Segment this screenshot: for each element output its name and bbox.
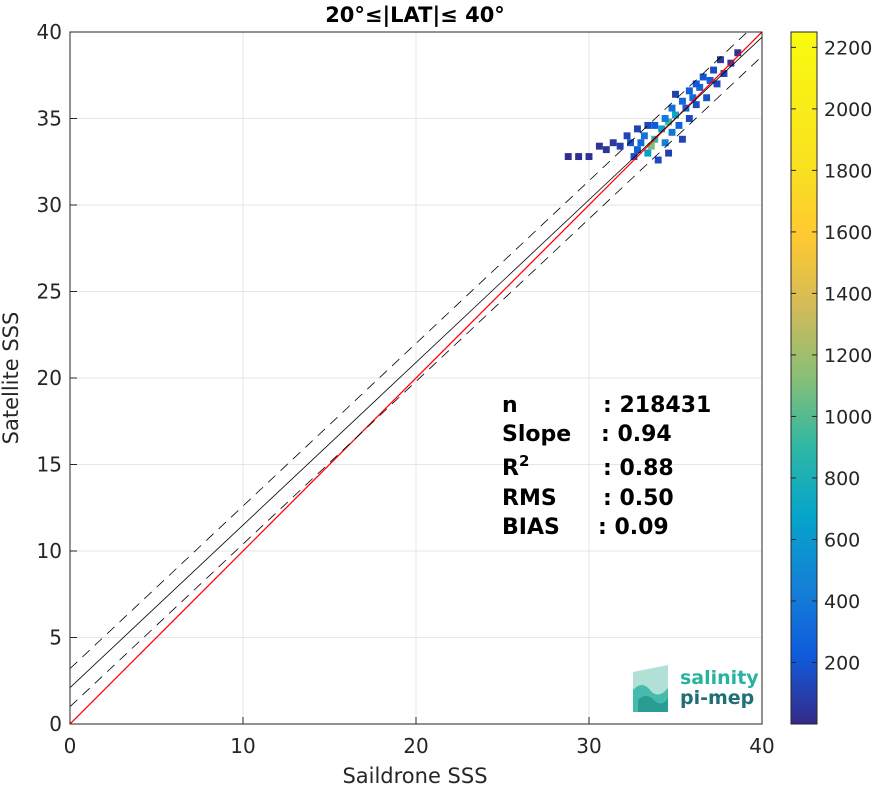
density-cell	[647, 142, 655, 150]
density-cell	[692, 101, 700, 109]
density-cell	[640, 132, 648, 140]
y-tick-label: 10	[37, 539, 62, 563]
density-cell	[564, 153, 572, 161]
density-cell	[668, 104, 676, 112]
density-cell	[654, 156, 662, 164]
density-cell	[685, 115, 693, 122]
line-regression	[70, 36, 762, 688]
density-cell	[699, 73, 707, 81]
density-cell	[672, 111, 679, 119]
y-axis: 0 5 10 15 20 25 30 35 40	[37, 20, 77, 736]
x-axis: 0 10 20 30 40	[64, 717, 775, 758]
density-cell	[703, 94, 711, 102]
stat-label: Slope	[502, 422, 571, 447]
density-cell	[710, 66, 718, 74]
density-cell	[627, 139, 634, 147]
colorbar-tick-label: 200	[824, 652, 860, 674]
density-cell	[630, 153, 638, 161]
colorbar-tick-label: 1400	[824, 283, 872, 305]
y-tick-label: 5	[49, 626, 62, 650]
density-cell	[692, 80, 700, 88]
stat-label: R2	[502, 452, 529, 481]
density-cell	[616, 142, 624, 150]
density-cell	[637, 139, 645, 147]
y-axis-label: Satellite SSS	[0, 312, 23, 445]
salinity-pi-mep-logo: salinity pi-mep	[633, 665, 759, 712]
x-tick-label: 20	[403, 734, 428, 758]
logo-wave-icon-3	[638, 696, 668, 712]
density-cell	[585, 153, 593, 161]
logo-text-line1: salinity	[680, 667, 759, 689]
density-cell	[685, 87, 693, 95]
stat-value: : 0.50	[603, 486, 674, 511]
stat-value: : 218431	[603, 393, 711, 418]
density-cell	[665, 149, 673, 157]
density-cell	[713, 80, 721, 88]
density-cell	[651, 121, 659, 129]
logo-text-line2: pi-mep	[680, 687, 754, 709]
x-tick-label: 10	[230, 734, 255, 758]
x-axis-label: Saildrone SSS	[342, 764, 487, 786]
x-tick-label: 0	[64, 734, 77, 758]
colorbar-tick-label: 1800	[824, 160, 872, 182]
colorbar-tick-label: 600	[824, 529, 860, 551]
density-cell	[623, 132, 631, 140]
stat-label: n	[502, 393, 518, 418]
density-cell	[668, 128, 676, 136]
density-cell	[633, 146, 641, 154]
y-tick-label: 30	[37, 193, 62, 217]
density-cell	[595, 142, 603, 150]
colorbar-tick-label: 2200	[824, 37, 872, 59]
density-cell	[678, 97, 686, 105]
stat-label: BIAS	[502, 515, 560, 540]
line-regression-minus-rms	[70, 55, 762, 707]
density-cell	[661, 139, 669, 147]
colorbar-ticks: 200 400 600 800 1000 1200 1400 1600 1800 2000 2200	[791, 37, 872, 674]
density-cell	[575, 153, 583, 161]
density-cell	[644, 149, 652, 157]
x-tick-label: 30	[576, 734, 601, 758]
density-cell	[609, 139, 617, 147]
y-tick-label: 40	[37, 20, 62, 44]
density-cell	[644, 121, 652, 129]
density-cell	[672, 90, 679, 98]
stat-value: : 0.09	[598, 515, 669, 540]
density-cell	[706, 76, 714, 84]
colorbar-tick-label: 1600	[824, 222, 872, 244]
density-cell	[734, 49, 742, 57]
chart-title: 20°≤|LAT|≤ 40°	[325, 3, 505, 28]
density-cell	[675, 121, 683, 129]
density-cell	[658, 125, 666, 133]
density-cell	[720, 70, 728, 77]
colorbar-tick-label: 800	[824, 468, 860, 490]
x-tick-label: 40	[749, 734, 774, 758]
density-cell	[689, 94, 697, 102]
colorbar	[790, 31, 818, 725]
stat-value: : 0.88	[603, 456, 674, 481]
stat-value: : 0.94	[601, 422, 672, 447]
colorbar-tick-label: 1000	[824, 406, 872, 428]
density-cell	[678, 135, 686, 143]
y-tick-label: 0	[49, 712, 62, 736]
density-cell	[633, 125, 641, 133]
line-regression-plus-rms	[70, 32, 748, 669]
stats-annotation: n : 218431 Slope : 0.94 R2 : 0.88 RMS : 0.50 BIA…	[502, 393, 711, 540]
colorbar-tick-label: 400	[824, 591, 860, 613]
y-tick-label: 25	[37, 280, 62, 304]
reference-lines	[70, 32, 762, 724]
colorbar-tick-label: 1200	[824, 345, 872, 367]
y-tick-label: 20	[37, 366, 62, 390]
line-identity	[70, 32, 762, 724]
stat-label: RMS	[502, 486, 557, 511]
density-cell	[602, 146, 610, 154]
y-tick-label: 15	[37, 453, 62, 477]
density-cell	[661, 115, 669, 122]
colorbar-tick-label: 2000	[824, 99, 872, 121]
y-tick-label: 35	[37, 107, 62, 131]
density-cell	[717, 56, 724, 64]
